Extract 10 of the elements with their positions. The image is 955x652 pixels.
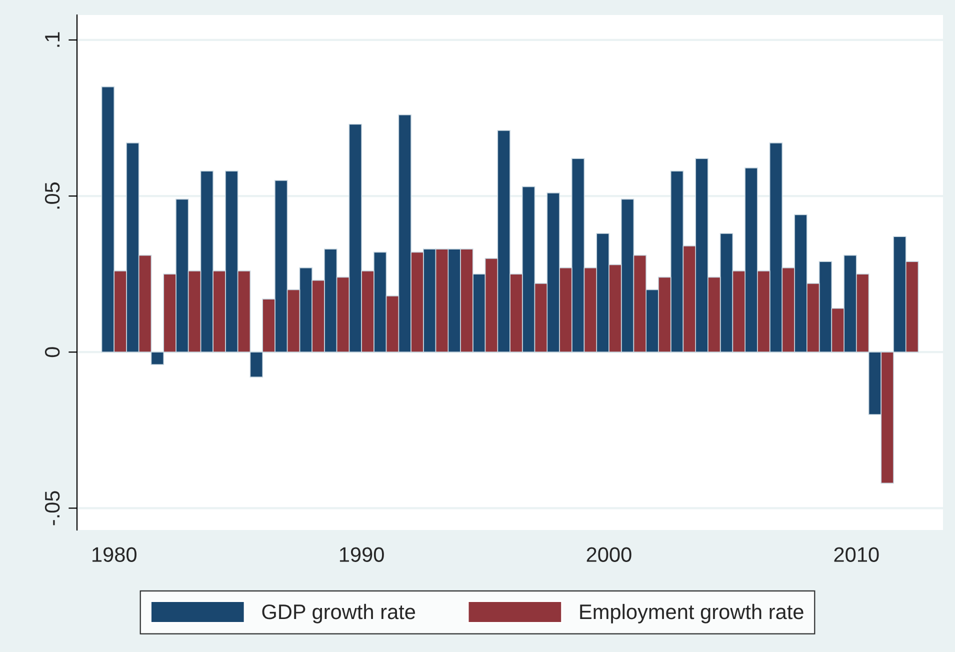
x-tick-label: 1980: [92, 547, 136, 562]
y-tick-label: 0: [44, 347, 60, 358]
y-tick-label: .05: [44, 182, 60, 209]
x-tick-label: 2010: [834, 547, 879, 562]
legend-label: Employment growth rate: [580, 604, 804, 624]
x-tick-label: 1990: [340, 547, 384, 562]
y-tick-label: -.05: [44, 491, 60, 526]
y-tick-label: .1: [45, 32, 60, 47]
legend-label: GDP growth rate: [262, 604, 416, 624]
x-tick-label: 2000: [586, 547, 632, 562]
